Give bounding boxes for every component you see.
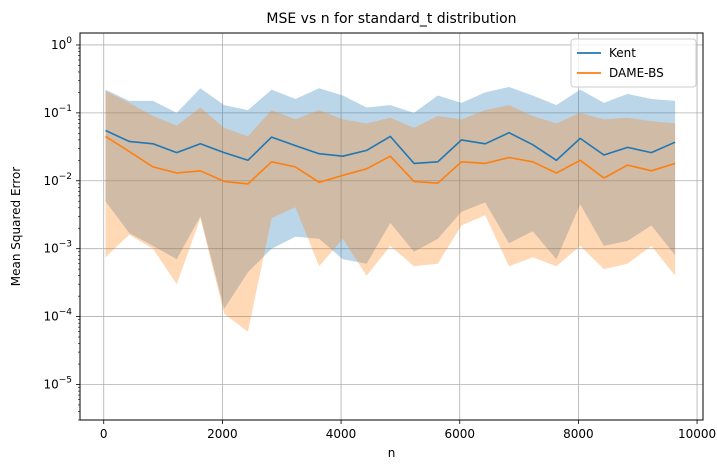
chart-title: MSE vs n for standard_t distribution <box>266 11 516 27</box>
legend-label: Kent <box>609 46 636 60</box>
x-tick-label: 10000 <box>678 427 716 441</box>
y-ticks: 10−5 10−4 10−3 10−2 10−1 100 <box>43 36 80 421</box>
x-tick-label: 2000 <box>207 427 238 441</box>
x-ticks: 0 2000 4000 6000 8000 10000 <box>100 420 716 441</box>
plot-frame <box>79 32 704 421</box>
y-tick-label: 10−3 <box>43 240 72 256</box>
legend: Kent DAME-BS <box>570 38 697 88</box>
x-tick-label: 8000 <box>563 427 594 441</box>
legend-label: DAME-BS <box>609 66 664 80</box>
grid <box>80 33 703 420</box>
x-axis-label: n <box>388 446 396 460</box>
y-axis-label: Mean Squared Error <box>9 167 23 287</box>
series-line-dame-bs <box>105 135 676 185</box>
y-tick-label: 10−4 <box>43 308 72 324</box>
x-tick-label: 6000 <box>444 427 475 441</box>
y-tick-label: 10−1 <box>43 104 72 120</box>
legend-box <box>570 38 697 88</box>
y-tick-label: 100 <box>51 36 72 52</box>
x-tick-label: 0 <box>100 427 108 441</box>
band-kent <box>105 87 676 309</box>
band-dame-bs <box>105 91 676 332</box>
series-line-kent <box>105 129 676 165</box>
y-tick-label: 10−2 <box>43 172 72 188</box>
bands <box>105 87 676 332</box>
lines <box>105 129 676 185</box>
x-tick-label: 4000 <box>326 427 357 441</box>
y-tick-label: 10−5 <box>43 375 72 391</box>
